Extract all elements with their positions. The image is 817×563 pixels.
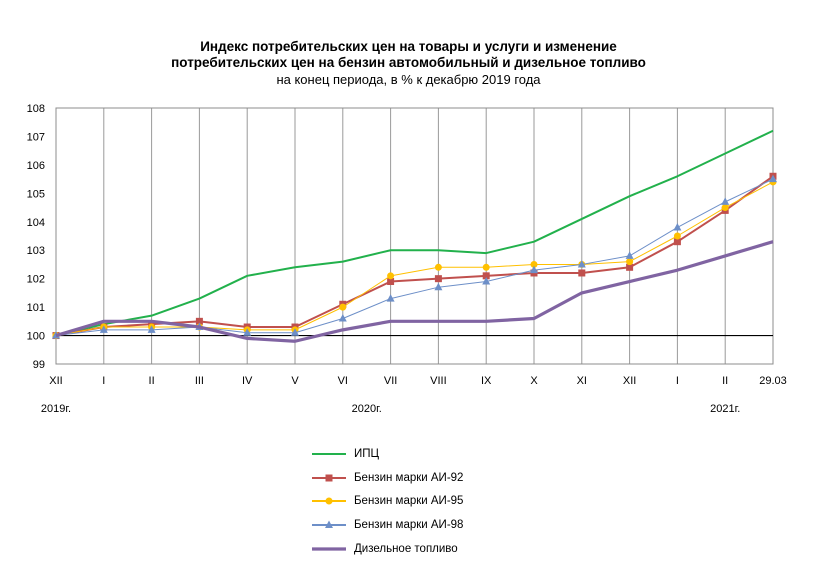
x-tick-label: III — [195, 375, 204, 387]
y-tick-label: 100 — [27, 331, 45, 343]
data-point — [147, 325, 156, 333]
data-point — [530, 260, 538, 268]
legend-item: Бензин марки АИ-98 — [312, 513, 463, 537]
plot-frame — [55, 107, 774, 365]
data-point — [578, 269, 586, 277]
data-point — [482, 263, 490, 271]
data-point — [387, 278, 395, 286]
chart-subtitle: на конец периода, в % к декабрю 2019 год… — [276, 72, 541, 87]
series-4 — [52, 174, 777, 339]
series-line — [55, 240, 774, 343]
y-tick-label: 104 — [27, 217, 45, 229]
y-tick-label: 99 — [33, 359, 45, 371]
x-tick-label: X — [530, 375, 538, 387]
data-point — [434, 263, 442, 271]
data-point — [673, 238, 681, 246]
y-tick-label: 101 — [27, 302, 45, 314]
legend-item: Бензин марки АИ-95 — [312, 489, 463, 513]
legend-label: Дизельное топливо — [354, 542, 458, 555]
series-line — [55, 178, 774, 337]
legend-swatch — [312, 474, 346, 482]
x-tick-label: VII — [384, 375, 397, 387]
y-tick-label: 106 — [27, 160, 45, 172]
legend-swatch — [312, 452, 346, 455]
data-point — [625, 251, 634, 259]
x-tick-label: XII — [49, 375, 62, 387]
legend-swatch — [312, 497, 346, 505]
data-point — [721, 197, 730, 205]
x-tick-label: VI — [338, 375, 348, 387]
x-tick-label: V — [291, 375, 299, 387]
data-point — [673, 232, 681, 240]
data-point — [626, 263, 634, 271]
data-point — [325, 497, 333, 505]
data-point — [195, 317, 203, 325]
series-3 — [52, 178, 777, 340]
x-year-label: 2020г. — [352, 403, 382, 415]
data-point — [482, 277, 491, 285]
legend-label: Бензин марки АИ-95 — [354, 495, 464, 508]
data-point — [387, 272, 395, 280]
x-year-label: 2019г. — [41, 403, 71, 415]
data-point — [577, 259, 586, 268]
x-tick-label: I — [676, 375, 679, 387]
legend-swatch — [312, 520, 346, 528]
data-point — [530, 265, 538, 274]
data-point — [434, 282, 443, 291]
y-tick-label: 107 — [27, 131, 45, 143]
x-tick-label: XII — [623, 375, 636, 387]
data-point — [325, 474, 333, 482]
legend-item: Бензин марки АИ-92 — [312, 466, 463, 490]
legend-item: Дизельное топливо — [312, 537, 463, 561]
data-point — [243, 328, 252, 336]
x-year-label: 2021г. — [710, 403, 740, 415]
data-point — [291, 328, 299, 336]
legend-label: ИПЦ — [354, 447, 380, 460]
series-5 — [55, 240, 774, 343]
chart-title-line-1: Индекс потребительских цен на товары и у… — [200, 39, 617, 54]
data-point — [673, 222, 682, 231]
x-tick-label: VIII — [430, 375, 447, 387]
y-tick-label: 102 — [27, 274, 45, 286]
y-tick-label: 103 — [27, 245, 45, 257]
series-line — [55, 181, 774, 337]
data-point — [99, 325, 108, 333]
data-point — [325, 520, 333, 528]
legend-swatch — [312, 546, 346, 551]
legend-label: Бензин марки АИ-98 — [354, 518, 464, 531]
x-tick-label: I — [102, 375, 105, 387]
data-point — [386, 294, 395, 302]
x-tick-label: II — [722, 375, 728, 387]
x-tick-label: IV — [242, 375, 253, 387]
data-point — [626, 258, 634, 266]
legend-label: Бензин марки АИ-92 — [354, 471, 464, 484]
y-tick-label: 105 — [27, 188, 45, 200]
series-2 — [52, 172, 777, 340]
data-point — [482, 272, 490, 280]
data-point — [721, 204, 729, 212]
series-1 — [55, 129, 774, 337]
x-tick-label: IX — [481, 375, 492, 387]
data-point — [769, 174, 777, 183]
data-point — [434, 275, 442, 283]
chart-legend: ИПЦ Бензин марки АИ-92 Бензин марки АИ-95 Б… — [312, 442, 463, 560]
data-point — [338, 313, 347, 322]
x-tick-label: XI — [577, 375, 587, 387]
legend-item: ИПЦ — [312, 442, 463, 466]
data-point — [339, 303, 347, 311]
chart-title-line-2: потребительских цен на бензин автомобиль… — [171, 55, 646, 70]
series-line — [55, 129, 774, 337]
x-tick-label: 29.03 — [759, 375, 787, 387]
y-tick-label: 108 — [27, 103, 45, 115]
x-tick-label: II — [149, 375, 155, 387]
